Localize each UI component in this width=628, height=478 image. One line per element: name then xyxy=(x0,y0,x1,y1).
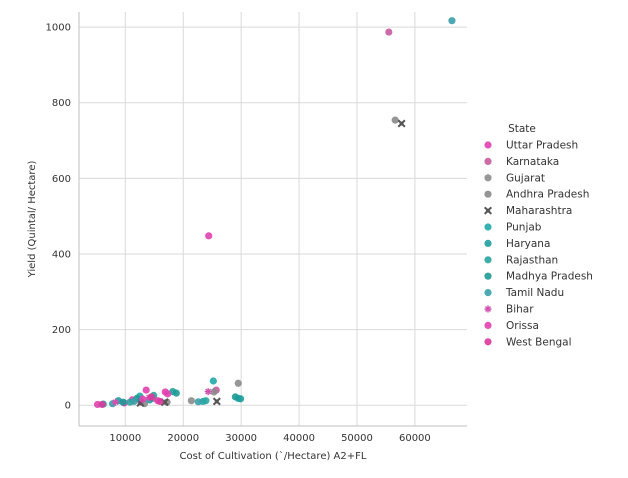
legend-item: Gujarat xyxy=(484,172,545,184)
legend-marker xyxy=(484,338,492,346)
legend-item: Karnataka xyxy=(484,156,559,168)
legend-item: West Bengal xyxy=(484,336,572,348)
y-tick-label: 200 xyxy=(52,325,71,336)
legend-marker xyxy=(484,157,492,165)
legend-item: Madhya Pradesh xyxy=(484,271,593,283)
data-point xyxy=(231,393,239,401)
legend-label: Tamil Nadu xyxy=(505,287,564,299)
data-point xyxy=(209,377,217,385)
y-tick-label: 0 xyxy=(65,401,71,412)
data-point xyxy=(172,389,180,397)
legend-marker xyxy=(484,272,492,280)
y-tick-label: 1000 xyxy=(46,23,71,34)
legend-label: Uttar Pradesh xyxy=(506,140,578,152)
data-point xyxy=(234,379,242,387)
data-point xyxy=(130,397,138,406)
legend-label: Rajasthan xyxy=(506,254,558,266)
legend-label: Karnataka xyxy=(506,156,559,168)
data-point xyxy=(385,28,393,36)
legend-marker xyxy=(483,206,493,215)
legend-label: Punjab xyxy=(506,222,542,234)
data-point xyxy=(210,388,218,396)
legend-label: West Bengal xyxy=(506,336,572,348)
legend-marker xyxy=(484,321,492,329)
legend-marker xyxy=(484,289,492,297)
legend-item: Haryana xyxy=(484,238,550,250)
plot-area: 10000 20000 30000 40000 50000 60000 0 200 400 600… xyxy=(46,12,467,444)
legend-marker xyxy=(484,174,492,182)
data-point xyxy=(204,388,212,396)
legend-item: Rajasthan xyxy=(484,254,558,266)
legend-marker xyxy=(484,190,492,198)
y-tick-label: 400 xyxy=(52,249,71,260)
data-point xyxy=(142,386,150,394)
legend-item: Bihar xyxy=(484,304,534,316)
legend-label: Orissa xyxy=(506,320,539,332)
y-axis-label: Yield (Quintal/ Hectare) xyxy=(27,161,38,279)
data-point xyxy=(212,397,221,406)
legend: State Uttar Pradesh Karnataka Gujarat Andhra… xyxy=(483,123,593,348)
data-point xyxy=(205,232,213,240)
legend-marker xyxy=(484,223,492,231)
y-tick-label: 600 xyxy=(52,174,71,185)
x-tick-label: 50000 xyxy=(341,433,373,444)
data-point xyxy=(111,398,119,406)
x-axis-label: Cost of Cultivation (`/Hectare) A2+FL xyxy=(180,450,367,462)
data-point xyxy=(187,397,195,405)
x-tick-label: 60000 xyxy=(399,433,431,444)
x-tick-label: 40000 xyxy=(283,433,315,444)
legend-marker xyxy=(484,239,492,247)
legend-item: Punjab xyxy=(484,222,542,234)
data-point xyxy=(147,393,155,401)
legend-marker xyxy=(484,256,492,264)
data-point xyxy=(164,390,172,398)
data-point xyxy=(139,395,147,403)
data-point xyxy=(202,397,210,405)
legend-item: Andhra Pradesh xyxy=(484,189,589,201)
legend-label: Gujarat xyxy=(506,172,545,184)
legend-item: Maharashtra xyxy=(483,205,572,217)
legend-label: Madhya Pradesh xyxy=(506,271,593,283)
data-point xyxy=(156,397,164,406)
legend-label: Bihar xyxy=(506,304,534,316)
legend-item: Uttar Pradesh xyxy=(484,140,578,152)
data-point xyxy=(98,400,106,409)
data-points xyxy=(93,17,456,409)
legend-marker xyxy=(484,305,492,313)
data-point xyxy=(391,116,399,124)
x-tick-label: 30000 xyxy=(225,433,257,444)
data-point xyxy=(119,398,127,406)
x-tick-label: 10000 xyxy=(109,433,141,444)
legend-item: Tamil Nadu xyxy=(484,287,564,299)
data-point xyxy=(448,17,456,25)
data-point xyxy=(397,119,406,128)
data-point xyxy=(194,398,202,406)
legend-item: Orissa xyxy=(484,320,539,332)
x-tick-label: 20000 xyxy=(167,433,199,444)
legend-label: Maharashtra xyxy=(506,205,572,217)
legend-marker xyxy=(484,141,492,149)
legend-title: State xyxy=(508,123,536,135)
legend-label: Andhra Pradesh xyxy=(506,189,589,201)
y-tick-label: 800 xyxy=(52,98,71,109)
legend-label: Haryana xyxy=(506,238,550,250)
